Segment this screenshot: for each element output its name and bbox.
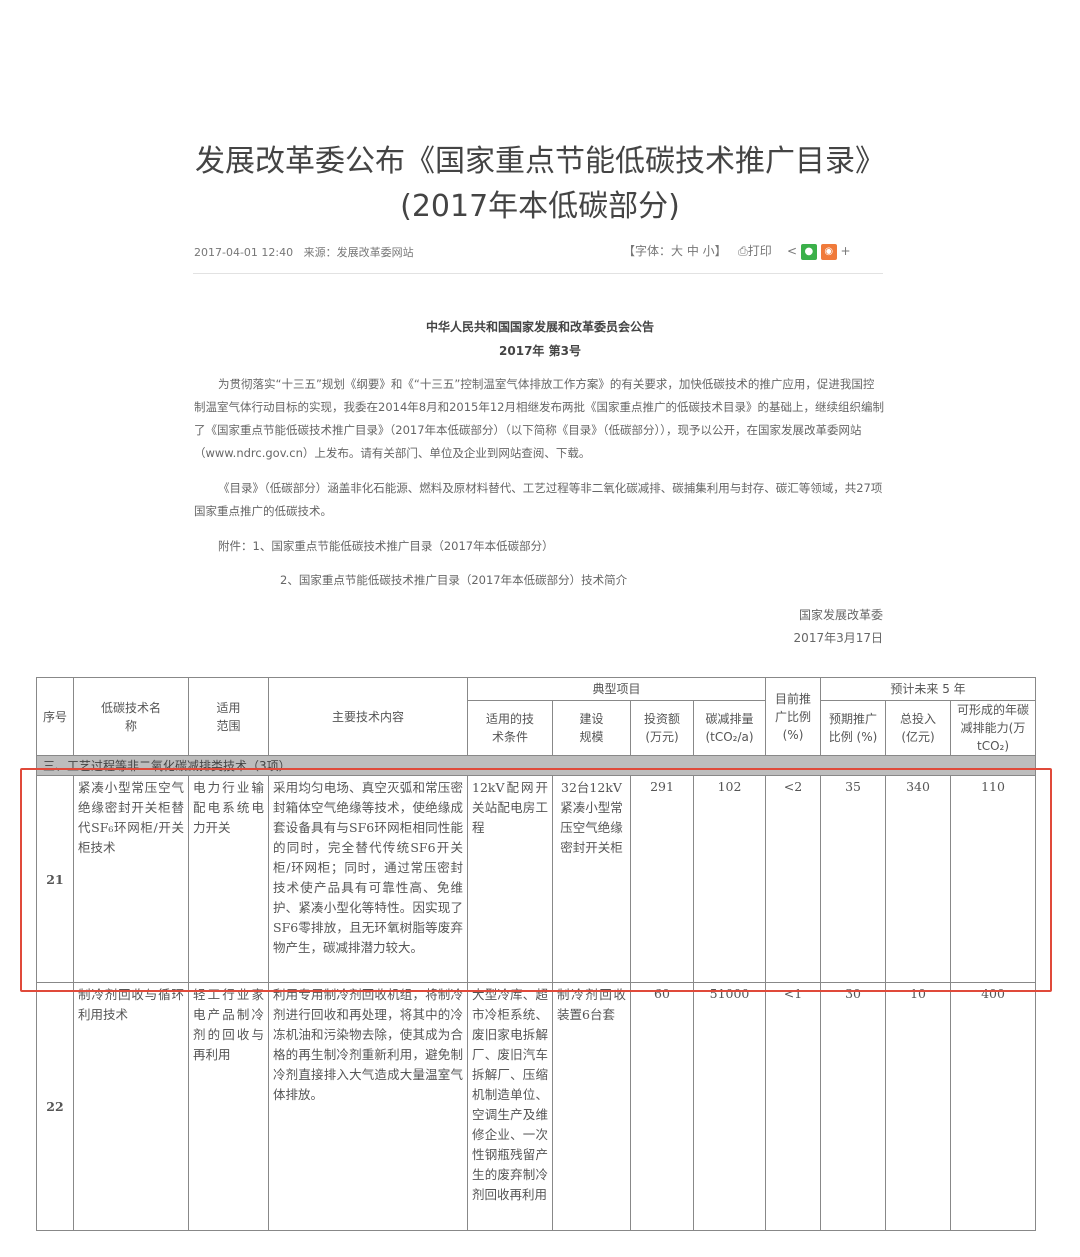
row-name: 制冷剂回收与循环利用技术 [73,982,189,1231]
header-index: 序号 [36,677,74,756]
wechat-icon[interactable]: ● [800,243,817,260]
row-current-ratio: <1 [765,982,822,1231]
notice-paragraph-1: 为贯彻落实“十三五”规划《纲要》和《“十三五”控制温室气体排放工作方案》的有关要… [194,377,884,460]
print-button[interactable]: 打印 [747,244,772,258]
row-index: 21 [36,775,74,983]
header-content: 主要技术内容 [268,677,468,756]
article-title-line1: 发展改革委公布《国家重点节能低碳技术推广目录》 [195,144,885,179]
header-scale: 建设规模 [552,700,631,756]
more-share-button[interactable]: + [840,244,851,258]
row-conditions: 大型冷库、超市冷柜系统、废旧家电拆解厂、废旧汽车拆解厂、压缩机制造单位、空调生产… [467,982,553,1231]
divider [193,273,883,274]
section-heading: 三、工艺过程等非二氧化碳减排类技术（3项） [35,755,1037,776]
article-title-line2: (2017年本低碳部分) [400,189,680,224]
row-reduction: 51000 [692,982,767,1231]
row-conditions: 12kV配网开关站配电房工程 [467,775,553,983]
header-reduction: 碳减排量(tCO₂/a) [692,700,767,756]
row-investment: 291 [630,775,694,983]
row-content: 采用均匀电场、真空灭弧和常压密封箱体空气绝缘等技术，使绝缘成套设备具有与SF6环… [268,775,468,983]
low-carbon-tech-table: 序号 低碳技术名称 适用范围 主要技术内容 典型项目 目前推广比例(%) 预计未… [35,677,1037,1231]
article-tools: 【字体：大 中 小】 ⎙打印 < ● ◉ + [623,242,851,260]
row-current-ratio: <2 [765,775,822,983]
header-total-investment: 总投入(亿元) [885,700,952,756]
row-scope: 轻工行业家电产品制冷剂的回收与再利用 [188,982,269,1231]
header-current-ratio: 目前推广比例(%) [765,677,822,756]
notice-issuer: 中华人民共和国国家发展和改革委员会公告 [425,320,654,334]
row-scope: 电力行业输配电系统电力开关 [188,775,269,983]
header-capacity: 可形成的年碳减排能力(万 tCO₂) [950,700,1037,756]
publish-datetime: 2017-04-01 12:40 [194,246,294,259]
source-link[interactable]: 发展改革委网站 [336,246,414,259]
print-icon[interactable]: ⎙ [738,244,748,258]
row-total-investment: 10 [885,982,952,1231]
header-investment: 投资额(万元) [630,700,694,756]
row-content: 利用专用制冷剂回收机组，将制冷剂进行回收和再处理，将其中的冷冻机油和污染物去除，… [268,982,468,1231]
article-meta: 2017-04-01 12:40 来源：发展改革委网站 [194,244,414,260]
row-scale: 制冷剂回收装置6台套 [552,982,631,1231]
header-expected-ratio: 预期推广比例 (%) [820,700,887,756]
row-capacity: 110 [950,775,1037,983]
table-row: 22 制冷剂回收与循环利用技术 轻工行业家电产品制冷剂的回收与再利用 利用专用制… [36,982,1037,1231]
notice-date: 2017年3月17日 [793,631,883,645]
row-investment: 60 [630,982,694,1231]
header-scope: 适用范围 [188,677,269,756]
header-forecast: 预计未来 5 年 [820,677,1037,701]
row-reduction: 102 [692,775,767,983]
row-name: 紧凑小型常压空气绝缘密封开关柜替代SF₆环网柜/开关柜技术 [73,775,189,983]
row-capacity: 400 [950,982,1037,1231]
font-size-control[interactable]: 【字体：大 中 小】 [623,244,727,258]
notice-number: 2017年 第3号 [499,344,581,358]
header-typical-project: 典型项目 [466,677,767,701]
header-name: 低碳技术名称 [73,677,189,756]
row-expected-ratio: 35 [820,775,887,983]
row-total-investment: 340 [885,775,952,983]
attachment-link-2[interactable]: 2、国家重点节能低碳技术推广目录（2017年本低碳部分）技术简介 [280,573,628,587]
header-conditions: 适用的技术条件 [467,700,553,756]
weibo-icon[interactable]: ◉ [820,243,837,260]
source-label: 来源： [303,246,337,259]
attachment-link-1[interactable]: 附件：1、国家重点节能低碳技术推广目录（2017年本低碳部分） [218,539,554,553]
row-index: 22 [36,982,74,1231]
share-icon[interactable]: < [786,244,798,258]
row-expected-ratio: 30 [820,982,887,1231]
row-scale: 32台12kV紧凑小型常压空气绝缘密封开关柜 [552,775,631,983]
table-row: 21 紧凑小型常压空气绝缘密封开关柜替代SF₆环网柜/开关柜技术 电力行业输配电… [36,775,1037,983]
notice-signature: 国家发展改革委 [798,608,883,622]
notice-paragraph-2: 《目录》（低碳部分）涵盖非化石能源、燃料及原材料替代、工艺过程等非二氧化碳减排、… [194,481,883,518]
